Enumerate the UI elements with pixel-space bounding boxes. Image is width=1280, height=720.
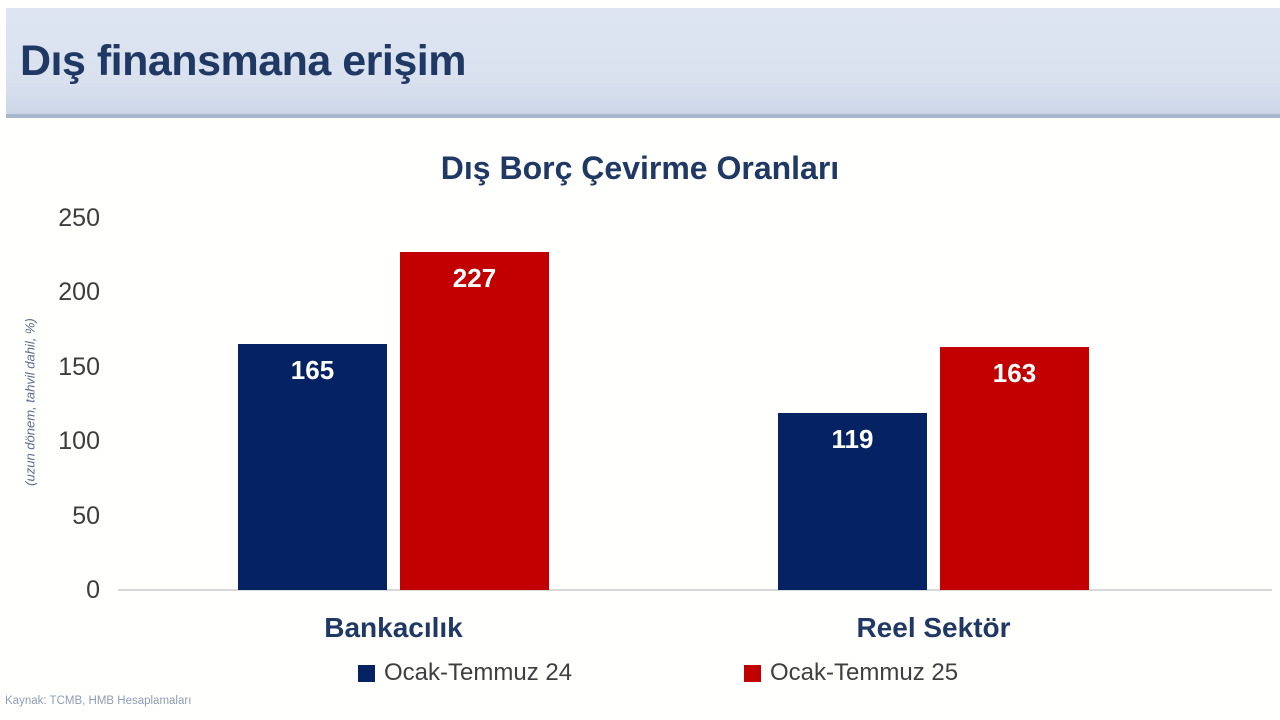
source-note: Kaynak: TCMB, HMB Hesaplamaları [5,695,192,707]
bar-value-label: 119 [831,423,874,454]
bar-reel-sektör-series2: 163 [940,347,1089,590]
legend-label: Ocak-Temmuz 25 [770,659,959,686]
y-tick-label: 0 [86,576,100,604]
legend-swatch [358,664,375,682]
bar-value-label: 227 [452,263,497,294]
slide-header: Dış finansmana erişim [6,8,1280,118]
y-axis-label: (uzun dönem, tahvil dahil, %) [22,318,38,486]
page-title: Dış finansmana erişim [20,36,466,85]
y-tick-label: 100 [58,427,100,456]
bar-reel-sektör-series1: 119 [778,412,927,590]
y-tick-label: 50 [72,501,100,530]
bar-value-label: 163 [992,358,1037,389]
legend-entry-series2: Ocak-Temmuz 25 [744,659,958,687]
bar-bankacılık-series2: 227 [400,252,549,590]
y-tick-label: 250 [58,204,100,232]
bar-value-label: 165 [290,355,335,386]
legend-swatch [744,664,761,682]
category-label-bankacılık: Bankacılık [324,612,463,643]
chart-title: Dış Borç Çevirme Oranları [440,150,840,186]
x-axis-line [118,589,1272,591]
legend-label: Ocak-Temmuz 24 [384,659,573,686]
y-tick-label: 150 [58,352,100,381]
bar-bankacılık-series1: 165 [238,344,387,590]
category-label-reel-sektör: Reel Sektör [856,612,1011,643]
y-tick-label: 200 [58,278,100,307]
legend-entry-series1: Ocak-Temmuz 24 [358,659,572,687]
